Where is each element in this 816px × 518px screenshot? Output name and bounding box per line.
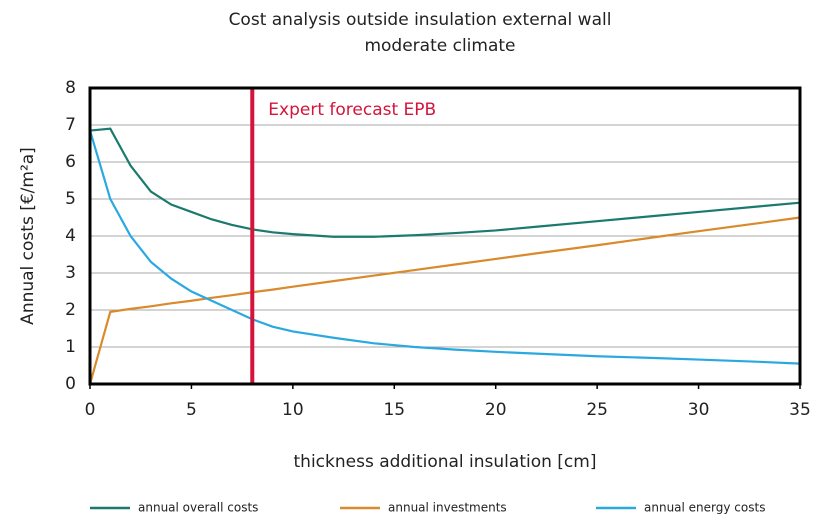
- series-line: [88, 216, 801, 385]
- x-axis-label: thickness additional insulation [cm]: [294, 452, 597, 472]
- y-tick-label: 4: [65, 226, 76, 246]
- chart-subtitle: moderate climate: [364, 36, 515, 56]
- legend-label: annual energy costs: [644, 501, 765, 515]
- x-tick-label: 5: [186, 400, 197, 420]
- y-tick-label: 3: [65, 263, 76, 283]
- series-line: [88, 130, 801, 365]
- x-tick-label: 15: [383, 400, 405, 420]
- x-tick-label: 25: [586, 400, 608, 420]
- y-tick-label: 2: [65, 300, 76, 320]
- legend-label: annual overall costs: [138, 501, 258, 515]
- x-tick-label: 35: [789, 400, 811, 420]
- y-tick-label: 8: [65, 78, 76, 98]
- y-tick-label: 6: [65, 152, 76, 172]
- plot-frame: [88, 86, 802, 386]
- x-tick-label: 10: [282, 400, 304, 420]
- y-axis-label: Annual costs [€/m²a]: [18, 147, 38, 325]
- chart-title: Cost analysis outside insulation externa…: [229, 10, 612, 30]
- legend-label: annual investments: [388, 501, 507, 515]
- y-tick-label: 1: [65, 337, 76, 357]
- annotation-text: Expert forecast EPB: [268, 100, 436, 120]
- y-tick-label: 7: [65, 115, 76, 135]
- y-tick-label: 0: [65, 374, 76, 394]
- x-tick-label: 30: [688, 400, 710, 420]
- series-line: [89, 127, 801, 238]
- y-tick-label: 5: [65, 189, 76, 209]
- x-tick-label: 20: [485, 400, 507, 420]
- x-tick-label: 0: [85, 400, 96, 420]
